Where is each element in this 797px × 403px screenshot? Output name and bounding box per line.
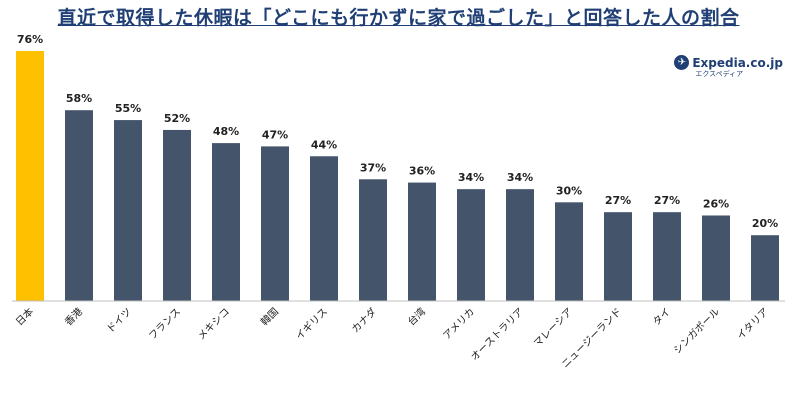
value-label-4: 52%: [164, 112, 190, 125]
value-label-13: 27%: [605, 194, 631, 207]
logo-name: Expedia.co.jp: [692, 55, 783, 70]
value-label-8: 37%: [360, 161, 386, 174]
category-label-11: オーストラリア: [468, 306, 526, 364]
category-label-15: シンガポール: [671, 306, 722, 357]
value-label-15: 26%: [703, 197, 729, 210]
category-label-9: 台湾: [405, 305, 428, 328]
bar-8: [359, 179, 387, 301]
bar-11: [506, 189, 534, 301]
value-label-7: 44%: [311, 138, 337, 151]
bar-15: [702, 215, 730, 301]
category-label-5: メキシコ: [196, 306, 232, 342]
category-label-3: ドイツ: [105, 306, 134, 335]
bar-13: [604, 212, 632, 301]
value-label-1: 76%: [17, 33, 43, 46]
value-label-2: 58%: [66, 92, 92, 105]
bar-4: [163, 129, 191, 301]
expedia-logo: ✈ Expedia.co.jp エクスペディア: [674, 55, 783, 79]
value-label-10: 34%: [458, 171, 484, 184]
value-labels-group: 76% 58% 55% 52% 48% 47% 44% 37% 36% 34% 34% 30% 27% 2…: [17, 33, 778, 230]
bar-9: [408, 182, 436, 301]
bar-16: [751, 235, 779, 301]
value-label-6: 47%: [262, 128, 288, 141]
bar-10: [457, 189, 485, 301]
category-label-6: 韓国: [258, 306, 281, 329]
category-label-8: カナダ: [349, 305, 379, 335]
category-label-14: タイ: [650, 306, 673, 329]
bar-3: [114, 120, 142, 301]
category-label-10: アメリカ: [441, 306, 477, 342]
value-label-3: 55%: [115, 102, 141, 115]
category-label-4: フランス: [146, 306, 183, 343]
category-label-12: マレーシア: [532, 306, 575, 349]
bar-14: [653, 212, 681, 301]
category-label-1: 日本: [13, 305, 36, 328]
value-label-16: 20%: [752, 217, 778, 230]
bar-1: [16, 51, 44, 301]
value-label-12: 30%: [556, 184, 582, 197]
bars-group: [16, 51, 779, 301]
category-label-16: イタリア: [735, 306, 771, 342]
value-label-11: 34%: [507, 171, 533, 184]
logo-subtitle: エクスペディア: [695, 70, 744, 78]
value-label-9: 36%: [409, 165, 435, 178]
chart-title: 直近で取得した休暇は「どこにも行かずに家で過ごした」と回答した人の割合: [57, 7, 740, 29]
bar-12: [555, 202, 583, 301]
category-label-2: 香港: [62, 306, 85, 329]
airplane-icon: ✈: [674, 55, 690, 70]
value-label-5: 48%: [213, 125, 239, 138]
bar-6: [261, 146, 289, 301]
bar-7: [310, 156, 338, 301]
bar-2: [65, 110, 93, 301]
bar-5: [212, 143, 240, 301]
category-label-7: イギリス: [293, 306, 330, 343]
value-label-14: 27%: [654, 194, 680, 207]
